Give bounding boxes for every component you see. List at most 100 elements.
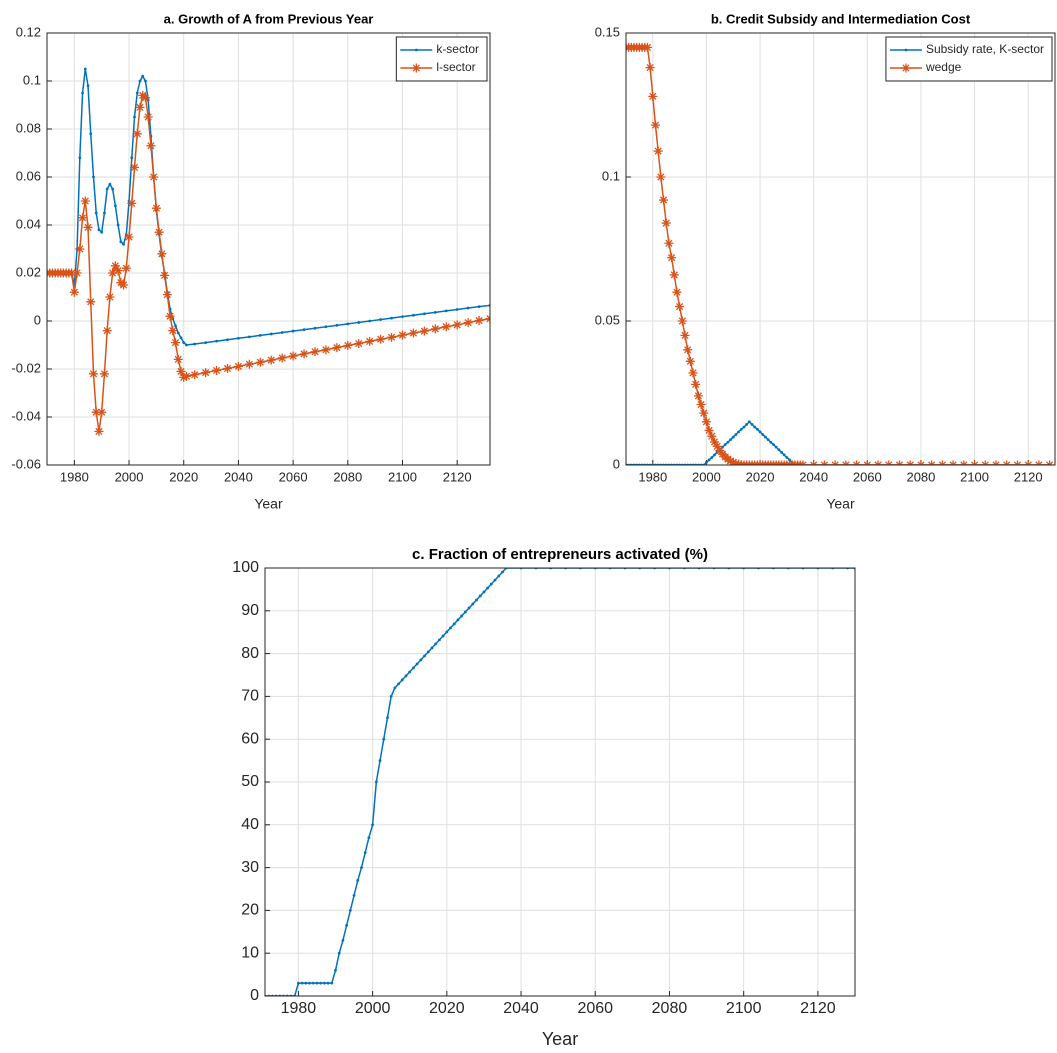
marker-dot — [346, 322, 350, 326]
marker-asterisk — [704, 425, 714, 435]
marker-dot — [705, 461, 708, 464]
marker-asterisk — [266, 355, 276, 365]
marker-dot — [785, 456, 789, 459]
marker-dot — [438, 638, 441, 642]
y-tick-label: 70 — [241, 688, 259, 705]
marker-dot — [452, 622, 456, 626]
marker-dot — [100, 230, 104, 234]
marker-asterisk — [97, 407, 107, 417]
marker-dot — [761, 433, 765, 436]
marker-dot — [94, 211, 98, 215]
marker-asterisk — [212, 365, 222, 375]
marker-asterisk — [463, 318, 473, 328]
plot-area — [626, 33, 1055, 465]
marker-dot — [412, 313, 415, 317]
marker-asterisk — [67, 268, 77, 278]
x-tick-label: 2100 — [726, 1000, 762, 1017]
panel: 1980 2000 2020 2040 2060 2080 2100 2120 0 10 20 30 4… — [232, 546, 856, 1049]
marker-asterisk — [696, 400, 706, 410]
marker-dot — [731, 435, 735, 439]
marker-dot — [176, 331, 180, 335]
marker-asterisk — [675, 302, 685, 312]
marker-asterisk — [162, 290, 172, 300]
marker-asterisk — [108, 268, 118, 278]
marker-asterisk — [419, 326, 429, 336]
marker-dot — [433, 310, 437, 314]
legend-box — [395, 36, 488, 82]
marker-dot — [185, 343, 188, 347]
marker-dot — [374, 780, 378, 784]
x-tick-label: 2080 — [333, 469, 362, 484]
marker-asterisk — [699, 408, 709, 418]
axes-box — [46, 32, 491, 466]
marker-dot — [430, 646, 434, 650]
marker-dot — [758, 430, 762, 434]
legend-marker — [411, 63, 421, 73]
marker-asterisk — [441, 322, 451, 332]
marker-dot — [729, 438, 732, 442]
marker-dot — [742, 425, 746, 429]
marker-asterisk — [680, 330, 690, 340]
marker-dot — [247, 335, 251, 339]
marker-asterisk — [653, 146, 663, 156]
marker-dot — [710, 456, 714, 459]
marker-asterisk — [176, 366, 186, 376]
marker-asterisk — [277, 353, 287, 363]
x-tick-label: 2100 — [960, 469, 989, 484]
plot-area — [47, 33, 490, 465]
marker-dot — [466, 306, 470, 310]
legend-label: Subsidy rate, K-sector — [926, 42, 1044, 56]
marker-asterisk — [149, 172, 159, 182]
x-axis-label: Year — [254, 496, 283, 512]
marker-asterisk — [80, 196, 90, 206]
marker-dot — [335, 323, 339, 327]
marker-dot — [215, 339, 218, 343]
marker-dot — [105, 187, 109, 191]
marker-dot — [753, 425, 757, 429]
marker-asterisk — [91, 407, 101, 417]
x-tick-label: 2120 — [800, 1000, 836, 1017]
marker-asterisk — [233, 361, 243, 371]
x-tick-label: 2100 — [388, 469, 417, 484]
marker-dot — [92, 175, 95, 179]
marker-dot — [441, 634, 445, 638]
marker-asterisk — [135, 102, 145, 112]
marker-dot — [296, 981, 300, 985]
marker-asterisk — [99, 369, 109, 379]
marker-dot — [737, 430, 741, 434]
x-tick-label: 1980 — [638, 469, 667, 484]
marker-asterisk — [408, 328, 418, 338]
y-tick-label: 0.1 — [602, 168, 620, 183]
marker-asterisk — [255, 357, 265, 367]
marker-dot — [138, 79, 142, 83]
marker-dot — [412, 666, 415, 670]
marker-dot — [341, 938, 345, 942]
marker-dot — [86, 84, 90, 88]
marker-dot — [322, 981, 326, 985]
marker-dot — [726, 440, 730, 444]
marker-dot — [237, 336, 240, 340]
marker-dot — [423, 654, 426, 658]
y-tick-label: 0.06 — [16, 168, 41, 183]
x-tick-label: 1980 — [281, 1000, 317, 1017]
marker-dot — [404, 674, 408, 678]
marker-dot — [400, 678, 404, 682]
marker-dot — [360, 866, 363, 869]
marker-asterisk — [452, 320, 462, 330]
marker-asterisk — [726, 456, 736, 465]
marker-dot — [179, 336, 183, 340]
marker-dot — [356, 879, 360, 882]
marker-dot — [747, 420, 751, 424]
marker-dot — [193, 342, 197, 346]
y-tick-label: -0.02 — [11, 360, 41, 375]
marker-asterisk — [94, 426, 104, 436]
marker-asterisk — [69, 287, 79, 297]
marker-asterisk — [190, 370, 200, 380]
marker-dot — [113, 204, 117, 208]
marker-asterisk — [712, 441, 722, 451]
marker-dot — [493, 578, 497, 582]
marker-dot — [774, 445, 778, 449]
marker-asterisk — [110, 261, 120, 271]
marker-dot — [280, 331, 284, 334]
x-tick-label: 1980 — [60, 469, 89, 484]
